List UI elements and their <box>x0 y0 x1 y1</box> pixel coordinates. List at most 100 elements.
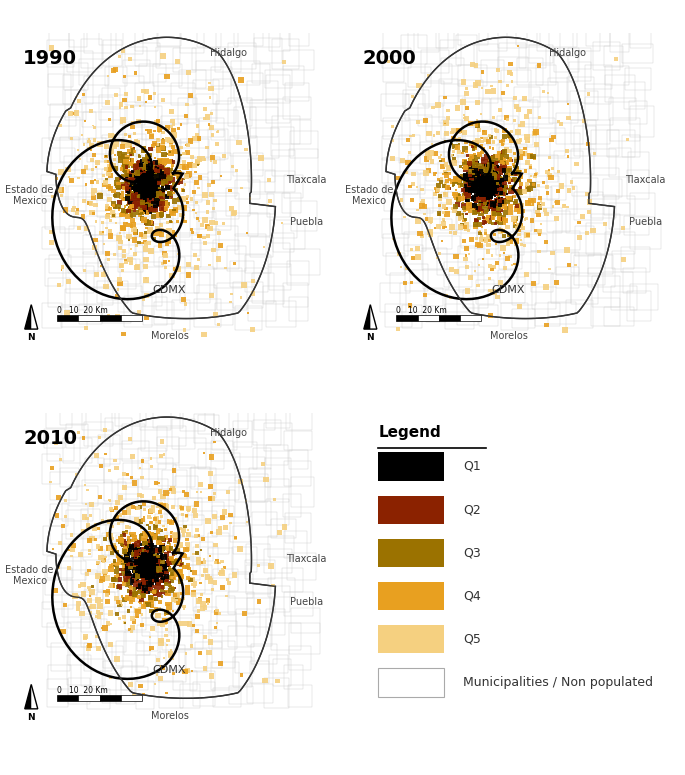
Bar <box>129 215 133 218</box>
Bar <box>107 74 109 77</box>
Bar <box>192 630 221 649</box>
Bar <box>80 582 86 587</box>
Bar <box>166 228 172 233</box>
Bar <box>459 215 463 219</box>
Bar <box>125 143 129 148</box>
Bar <box>120 539 124 544</box>
Bar <box>125 92 128 96</box>
Bar <box>484 184 488 188</box>
Bar <box>142 179 146 182</box>
Bar <box>514 199 518 203</box>
Bar <box>166 170 170 173</box>
Bar <box>134 563 136 567</box>
Bar <box>218 573 221 575</box>
Bar <box>505 257 510 261</box>
Bar <box>120 558 125 563</box>
Bar <box>145 187 149 191</box>
Bar <box>158 159 162 163</box>
Bar <box>179 545 182 548</box>
Bar <box>176 537 200 557</box>
Bar <box>136 161 140 167</box>
Bar <box>493 183 497 187</box>
Bar <box>150 559 155 563</box>
Bar <box>482 185 487 190</box>
Bar <box>517 232 521 236</box>
Bar <box>144 183 149 188</box>
Bar <box>475 140 479 144</box>
Bar <box>178 598 181 601</box>
Bar <box>138 684 143 688</box>
Bar <box>143 160 148 165</box>
Bar <box>484 165 488 169</box>
Bar <box>203 117 206 120</box>
Bar <box>208 86 214 91</box>
Bar <box>491 203 496 208</box>
Bar <box>146 184 148 187</box>
Bar <box>481 187 484 190</box>
Bar <box>499 185 505 191</box>
Bar <box>234 74 263 100</box>
Bar <box>134 190 138 193</box>
Bar <box>474 44 497 67</box>
Bar <box>210 155 215 160</box>
Bar <box>190 197 193 201</box>
Bar <box>127 187 130 191</box>
Bar <box>624 215 649 235</box>
Bar <box>137 143 140 146</box>
Bar <box>162 250 166 255</box>
Bar <box>172 230 175 232</box>
Bar <box>161 591 164 594</box>
Bar <box>197 187 199 189</box>
Bar <box>150 564 153 567</box>
Bar <box>483 182 489 188</box>
Bar <box>167 130 169 133</box>
Bar <box>156 47 180 67</box>
Bar <box>485 177 490 183</box>
Bar <box>123 574 128 578</box>
Bar <box>138 567 142 570</box>
Text: CDMX: CDMX <box>153 665 186 675</box>
Bar <box>516 208 523 214</box>
Bar <box>605 75 635 102</box>
Bar <box>161 181 165 185</box>
Bar <box>482 184 488 189</box>
Bar <box>69 25 87 47</box>
Bar <box>592 277 620 307</box>
Bar <box>140 201 145 205</box>
Bar <box>149 172 153 177</box>
Bar <box>142 198 147 204</box>
Bar <box>514 167 519 172</box>
Bar <box>405 171 408 174</box>
Bar <box>478 184 480 186</box>
Bar <box>480 137 482 139</box>
Bar <box>421 199 425 203</box>
Bar <box>440 160 442 162</box>
Bar <box>486 183 492 189</box>
Bar <box>149 577 151 579</box>
Bar <box>97 141 103 147</box>
Bar <box>134 608 139 614</box>
Bar <box>508 255 512 258</box>
Bar <box>178 177 182 181</box>
Bar <box>523 96 527 102</box>
Bar <box>138 567 143 573</box>
Bar <box>147 563 151 568</box>
Bar <box>493 175 497 179</box>
Bar <box>162 622 192 650</box>
Bar <box>523 169 527 173</box>
Bar <box>110 584 114 588</box>
Bar <box>133 549 136 553</box>
Bar <box>149 608 154 614</box>
Bar <box>566 209 590 233</box>
Bar <box>158 676 163 680</box>
Bar <box>113 253 116 256</box>
Bar <box>148 187 151 190</box>
Bar <box>127 563 130 567</box>
Bar <box>145 186 149 191</box>
Bar <box>95 220 97 222</box>
Bar <box>145 566 147 568</box>
Bar <box>99 231 103 236</box>
Bar <box>145 195 148 198</box>
Bar <box>483 198 488 204</box>
Bar <box>134 594 138 598</box>
